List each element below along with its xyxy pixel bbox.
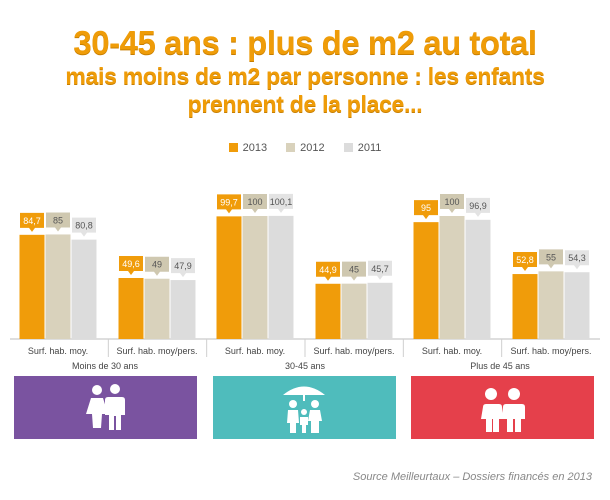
- data-label-box-2011-4: [466, 197, 490, 217]
- bar-2012-1: [144, 278, 170, 339]
- bar-2012-5: [538, 271, 564, 339]
- bar-2011-0: [71, 239, 97, 339]
- bar-2013-3: [315, 283, 341, 339]
- data-label-2013-2: 99,7: [220, 197, 238, 207]
- group-label-1: Moins de 30 ans: [71, 361, 139, 371]
- legend-label-2012: 2012: [300, 142, 325, 155]
- title-line-2b: prennent de la place...: [187, 91, 423, 117]
- data-label-box-2011-0: [72, 217, 96, 237]
- bar-2012-3: [341, 283, 367, 339]
- group-panel-1: [14, 376, 197, 439]
- data-label-2011-4: 96,9: [469, 201, 487, 211]
- group-label-2: 30-45 ans: [284, 361, 326, 371]
- data-label-box-2013-1: [119, 255, 143, 275]
- bar-2011-5: [564, 272, 590, 339]
- bar-2013-4: [413, 222, 439, 339]
- category-label-2: Surf. hab. moy.: [225, 346, 285, 356]
- data-label-box-2013-3: [316, 261, 340, 281]
- data-label-2013-5: 52,8: [516, 255, 534, 265]
- bar-2013-5: [512, 274, 538, 339]
- data-label-2012-5: 55: [546, 252, 556, 262]
- data-label-2011-5: 54,3: [568, 253, 586, 263]
- young-couple-icon: [86, 384, 125, 430]
- bar-2013-0: [19, 234, 45, 339]
- title-line-1: 30-45 ans : plus de m2 au total: [73, 24, 537, 61]
- data-label-box-2012-5: [539, 249, 563, 269]
- data-label-box-2012-3: [342, 261, 366, 281]
- bar-2011-2: [268, 215, 294, 339]
- legend-swatch-2013: [228, 143, 238, 153]
- chart-title: 30-45 ans : plus de m2 au total mais moi…: [0, 24, 610, 118]
- family-umbrella-icon: [283, 386, 325, 433]
- legend-swatch-2011: [343, 143, 353, 153]
- bar-chart: 84,7 85 80,8 Surf. hab. moy. 49,6 49 47,9 Surf.…: [10, 193, 600, 357]
- data-label-2013-4: 95: [421, 203, 431, 213]
- bar-2012-0: [45, 234, 71, 339]
- data-label-2012-3: 45: [349, 265, 359, 275]
- data-label-2011-2: 100,1: [270, 197, 293, 207]
- data-label-box-2011-5: [565, 250, 589, 270]
- title-line-2a: mais moins de m2 par personne : les enfa…: [65, 63, 545, 89]
- category-label-5: Surf. hab. moy/pers.: [510, 346, 591, 356]
- group-panel-3: [411, 376, 594, 439]
- data-label-2012-2: 100: [247, 197, 262, 207]
- group-panel-2: [213, 376, 396, 439]
- category-label-4: Surf. hab. moy.: [422, 346, 482, 356]
- data-label-2012-1: 49: [152, 260, 162, 270]
- source-note: Source Meilleurtaux – Dossiers financés …: [352, 471, 592, 483]
- data-label-2012-0: 85: [53, 215, 63, 225]
- data-label-2013-3: 44,9: [319, 265, 337, 275]
- data-label-2012-4: 100: [444, 197, 459, 207]
- data-label-box-2012-2: [243, 194, 267, 213]
- legend-item-2013: 2013: [228, 142, 268, 155]
- data-label-box-2012-4: [440, 194, 464, 213]
- data-label-2011-1: 47,9: [174, 261, 192, 271]
- data-label-2013-0: 84,7: [23, 216, 41, 226]
- data-label-box-2013-2: [217, 194, 241, 214]
- legend: 2013 2012 2011: [0, 142, 610, 154]
- category-label-0: Surf. hab. moy.: [28, 346, 88, 356]
- category-label-3: Surf. hab. moy/pers.: [313, 346, 394, 356]
- data-label-box-2013-0: [20, 212, 44, 232]
- data-label-box-2012-1: [145, 256, 169, 276]
- data-label-box-2013-5: [513, 252, 537, 272]
- data-label-box-2011-3: [368, 260, 392, 280]
- data-label-box-2011-2: [269, 193, 293, 213]
- bar-2011-4: [465, 219, 491, 339]
- bar-2013-1: [118, 277, 144, 339]
- bar-2013-2: [216, 216, 242, 339]
- data-label-2011-0: 80,8: [75, 221, 93, 231]
- data-label-box-2011-1: [171, 258, 195, 278]
- senior-couple-icon: [481, 388, 525, 432]
- legend-item-2012: 2012: [286, 142, 325, 155]
- legend-swatch-2012: [286, 143, 296, 153]
- group-label-3: Plus de 45 ans: [470, 361, 530, 371]
- data-label-box-2012-0: [46, 212, 70, 232]
- category-label-1: Surf. hab. moy/pers.: [116, 346, 197, 356]
- data-label-2013-1: 49,6: [122, 259, 140, 269]
- bar-2012-2: [242, 216, 268, 339]
- bar-2011-1: [170, 280, 196, 339]
- data-label-box-2013-4: [414, 200, 438, 220]
- bar-2012-4: [439, 216, 465, 339]
- data-label-2011-3: 45,7: [371, 264, 389, 274]
- legend-label-2011: 2011: [357, 142, 382, 155]
- legend-label-2013: 2013: [242, 142, 268, 155]
- legend-item-2011: 2011: [343, 142, 382, 155]
- bar-2011-3: [367, 282, 393, 339]
